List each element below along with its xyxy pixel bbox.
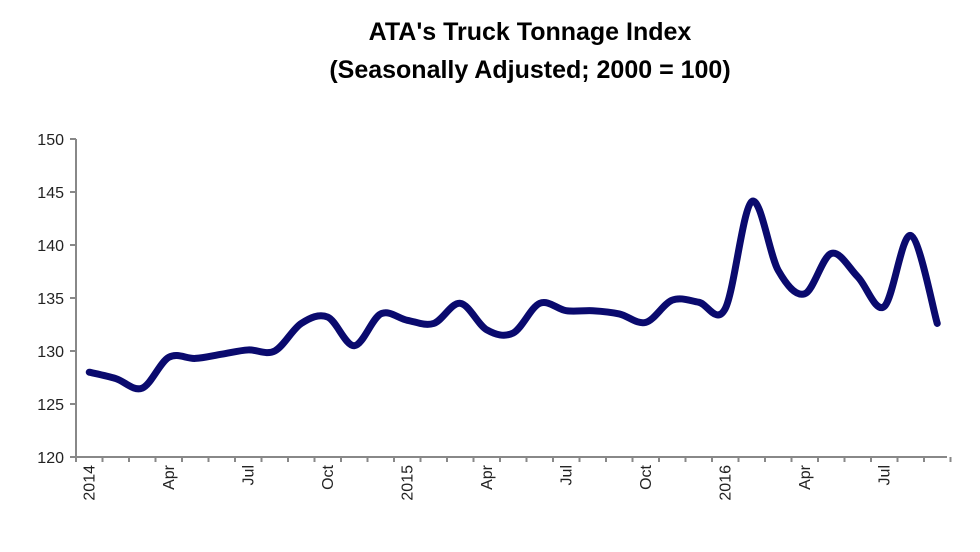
chart-title: ATA's Truck Tonnage Index [369, 18, 692, 46]
y-tick-label: 150 [37, 132, 64, 149]
y-tick-label: 120 [37, 450, 64, 467]
series-line [85, 198, 941, 393]
x-tick-label: Jul [876, 465, 893, 485]
chart-subtitle: (Seasonally Adjusted; 2000 = 100) [329, 56, 730, 84]
y-tick-label: 140 [37, 238, 64, 255]
x-tick-label: Apr [479, 464, 496, 490]
x-tick-label: Apr [797, 464, 814, 490]
y-tick-label: 135 [37, 291, 64, 308]
x-tick-label: Jul [558, 465, 575, 485]
x-tick-label: 2016 [717, 465, 734, 501]
y-tick-label: 125 [37, 397, 64, 414]
x-tick-label: Apr [161, 464, 178, 490]
x-tick-label: Jul [240, 465, 257, 485]
y-tick-label: 130 [37, 344, 64, 361]
x-tick-label: Oct [320, 464, 337, 489]
x-tick-label: Oct [638, 464, 655, 489]
y-tick-label: 145 [37, 185, 64, 202]
x-tick-label: 2015 [399, 465, 416, 501]
x-tick-label: 2014 [81, 465, 98, 501]
